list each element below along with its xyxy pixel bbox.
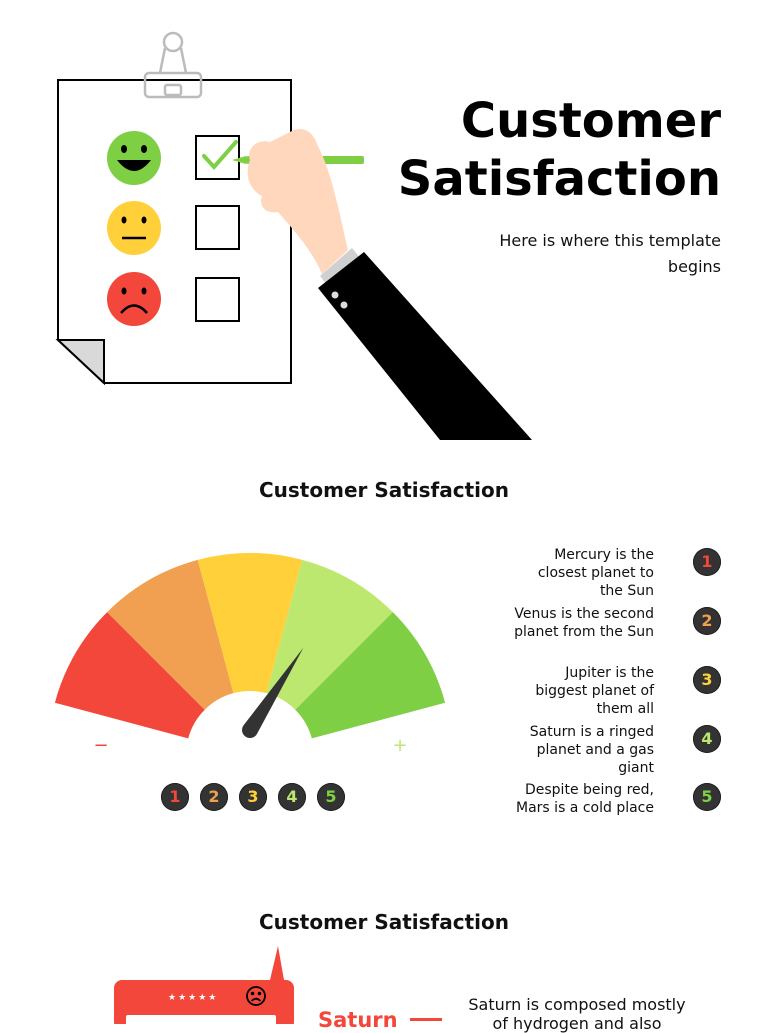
hero-title-line: Satisfaction xyxy=(397,151,721,207)
gauge-minus-label: − xyxy=(93,735,108,756)
legend-number-badge: 3 xyxy=(693,666,721,694)
legend-item-text: Venus is the second planet from the Sun xyxy=(474,605,654,641)
legend-item-line: planet from the Sun xyxy=(514,624,654,640)
legend-number-badge: 5 xyxy=(693,783,721,811)
legend-item-line: biggest planet of xyxy=(535,683,654,699)
hero-title: Customer Satisfaction xyxy=(321,92,721,208)
checkbox-unchecked xyxy=(195,205,240,250)
legend-item-line: Despite being red, xyxy=(524,782,654,798)
legend-item-line: giant xyxy=(618,760,654,776)
legend-item-text: Jupiter is the biggest planet of them all xyxy=(474,664,654,718)
gauge-plus-label: + xyxy=(392,735,407,756)
number-badge-5: 5 xyxy=(317,783,345,811)
suit-sleeve-icon xyxy=(318,252,532,440)
hero-illustration xyxy=(55,31,532,440)
sad-face-icon xyxy=(107,272,161,326)
review-description-line: Saturn is composed mostly xyxy=(468,995,686,1014)
connector-line xyxy=(410,1018,442,1021)
survey-paper xyxy=(55,79,292,386)
hand-icon xyxy=(247,128,360,286)
happy-face-icon xyxy=(107,131,161,185)
number-badge-2: 2 xyxy=(200,783,228,811)
section-title: Customer Satisfaction xyxy=(258,478,510,502)
satisfaction-gauge: − + xyxy=(54,553,446,756)
legend-item-line: the Sun xyxy=(599,583,654,599)
legend-item-line: Saturn is a ringed xyxy=(529,724,654,740)
binder-clip-icon xyxy=(143,31,203,99)
legend-item-line: Mars is a cold place xyxy=(516,800,654,816)
needle-pointer xyxy=(242,647,304,738)
hero-subtitle-line: Here is where this template xyxy=(499,231,721,250)
gauge-segments xyxy=(54,553,446,739)
legend-number-badge: 4 xyxy=(693,725,721,753)
gauge-segment-2 xyxy=(107,559,234,710)
checkbox-unchecked xyxy=(195,277,240,322)
checkbox-checked xyxy=(195,135,240,180)
gauge-segment-1 xyxy=(54,612,205,739)
legend-item-text: Mercury is the closest planet to the Sun xyxy=(474,546,654,600)
legend-item-line: planet and a gas xyxy=(536,742,654,758)
gauge-segment-3 xyxy=(197,553,303,694)
review-stars: ★★★★★ xyxy=(168,993,218,1003)
checkmark-icon xyxy=(202,140,238,170)
number-badge-4: 4 xyxy=(278,783,306,811)
gauge-segment-4 xyxy=(266,559,393,710)
legend-item-line: Mercury is the xyxy=(554,547,654,563)
hero-subtitle: Here is where this template begins xyxy=(421,228,721,280)
neutral-face-icon xyxy=(107,201,161,255)
number-badge-3: 3 xyxy=(239,783,267,811)
review-label: Saturn xyxy=(318,1008,398,1032)
number-badge-1: 1 xyxy=(161,783,189,811)
sad-face-icon xyxy=(246,986,266,1006)
hero-title-line: Customer xyxy=(460,93,721,149)
legend-number-badge: 2 xyxy=(693,607,721,635)
legend-item-line: Jupiter is the xyxy=(565,665,654,681)
legend-item-line: them all xyxy=(596,701,654,717)
legend-number-badge: 1 xyxy=(693,548,721,576)
review-description: Saturn is composed mostly of hydrogen an… xyxy=(452,995,702,1033)
section-title: Customer Satisfaction xyxy=(258,910,510,934)
review-card: ★★★★★ xyxy=(114,946,294,1024)
legend-item-line: closest planet to xyxy=(537,565,654,581)
gauge-needle xyxy=(242,647,304,738)
legend-item-text: Saturn is a ringed planet and a gas giant xyxy=(474,723,654,777)
hero-subtitle-line: begins xyxy=(667,257,721,276)
gauge-segment-5 xyxy=(295,612,446,739)
legend-item-line: Venus is the second xyxy=(514,606,654,622)
legend-item-text: Despite being red, Mars is a cold place xyxy=(474,781,654,817)
